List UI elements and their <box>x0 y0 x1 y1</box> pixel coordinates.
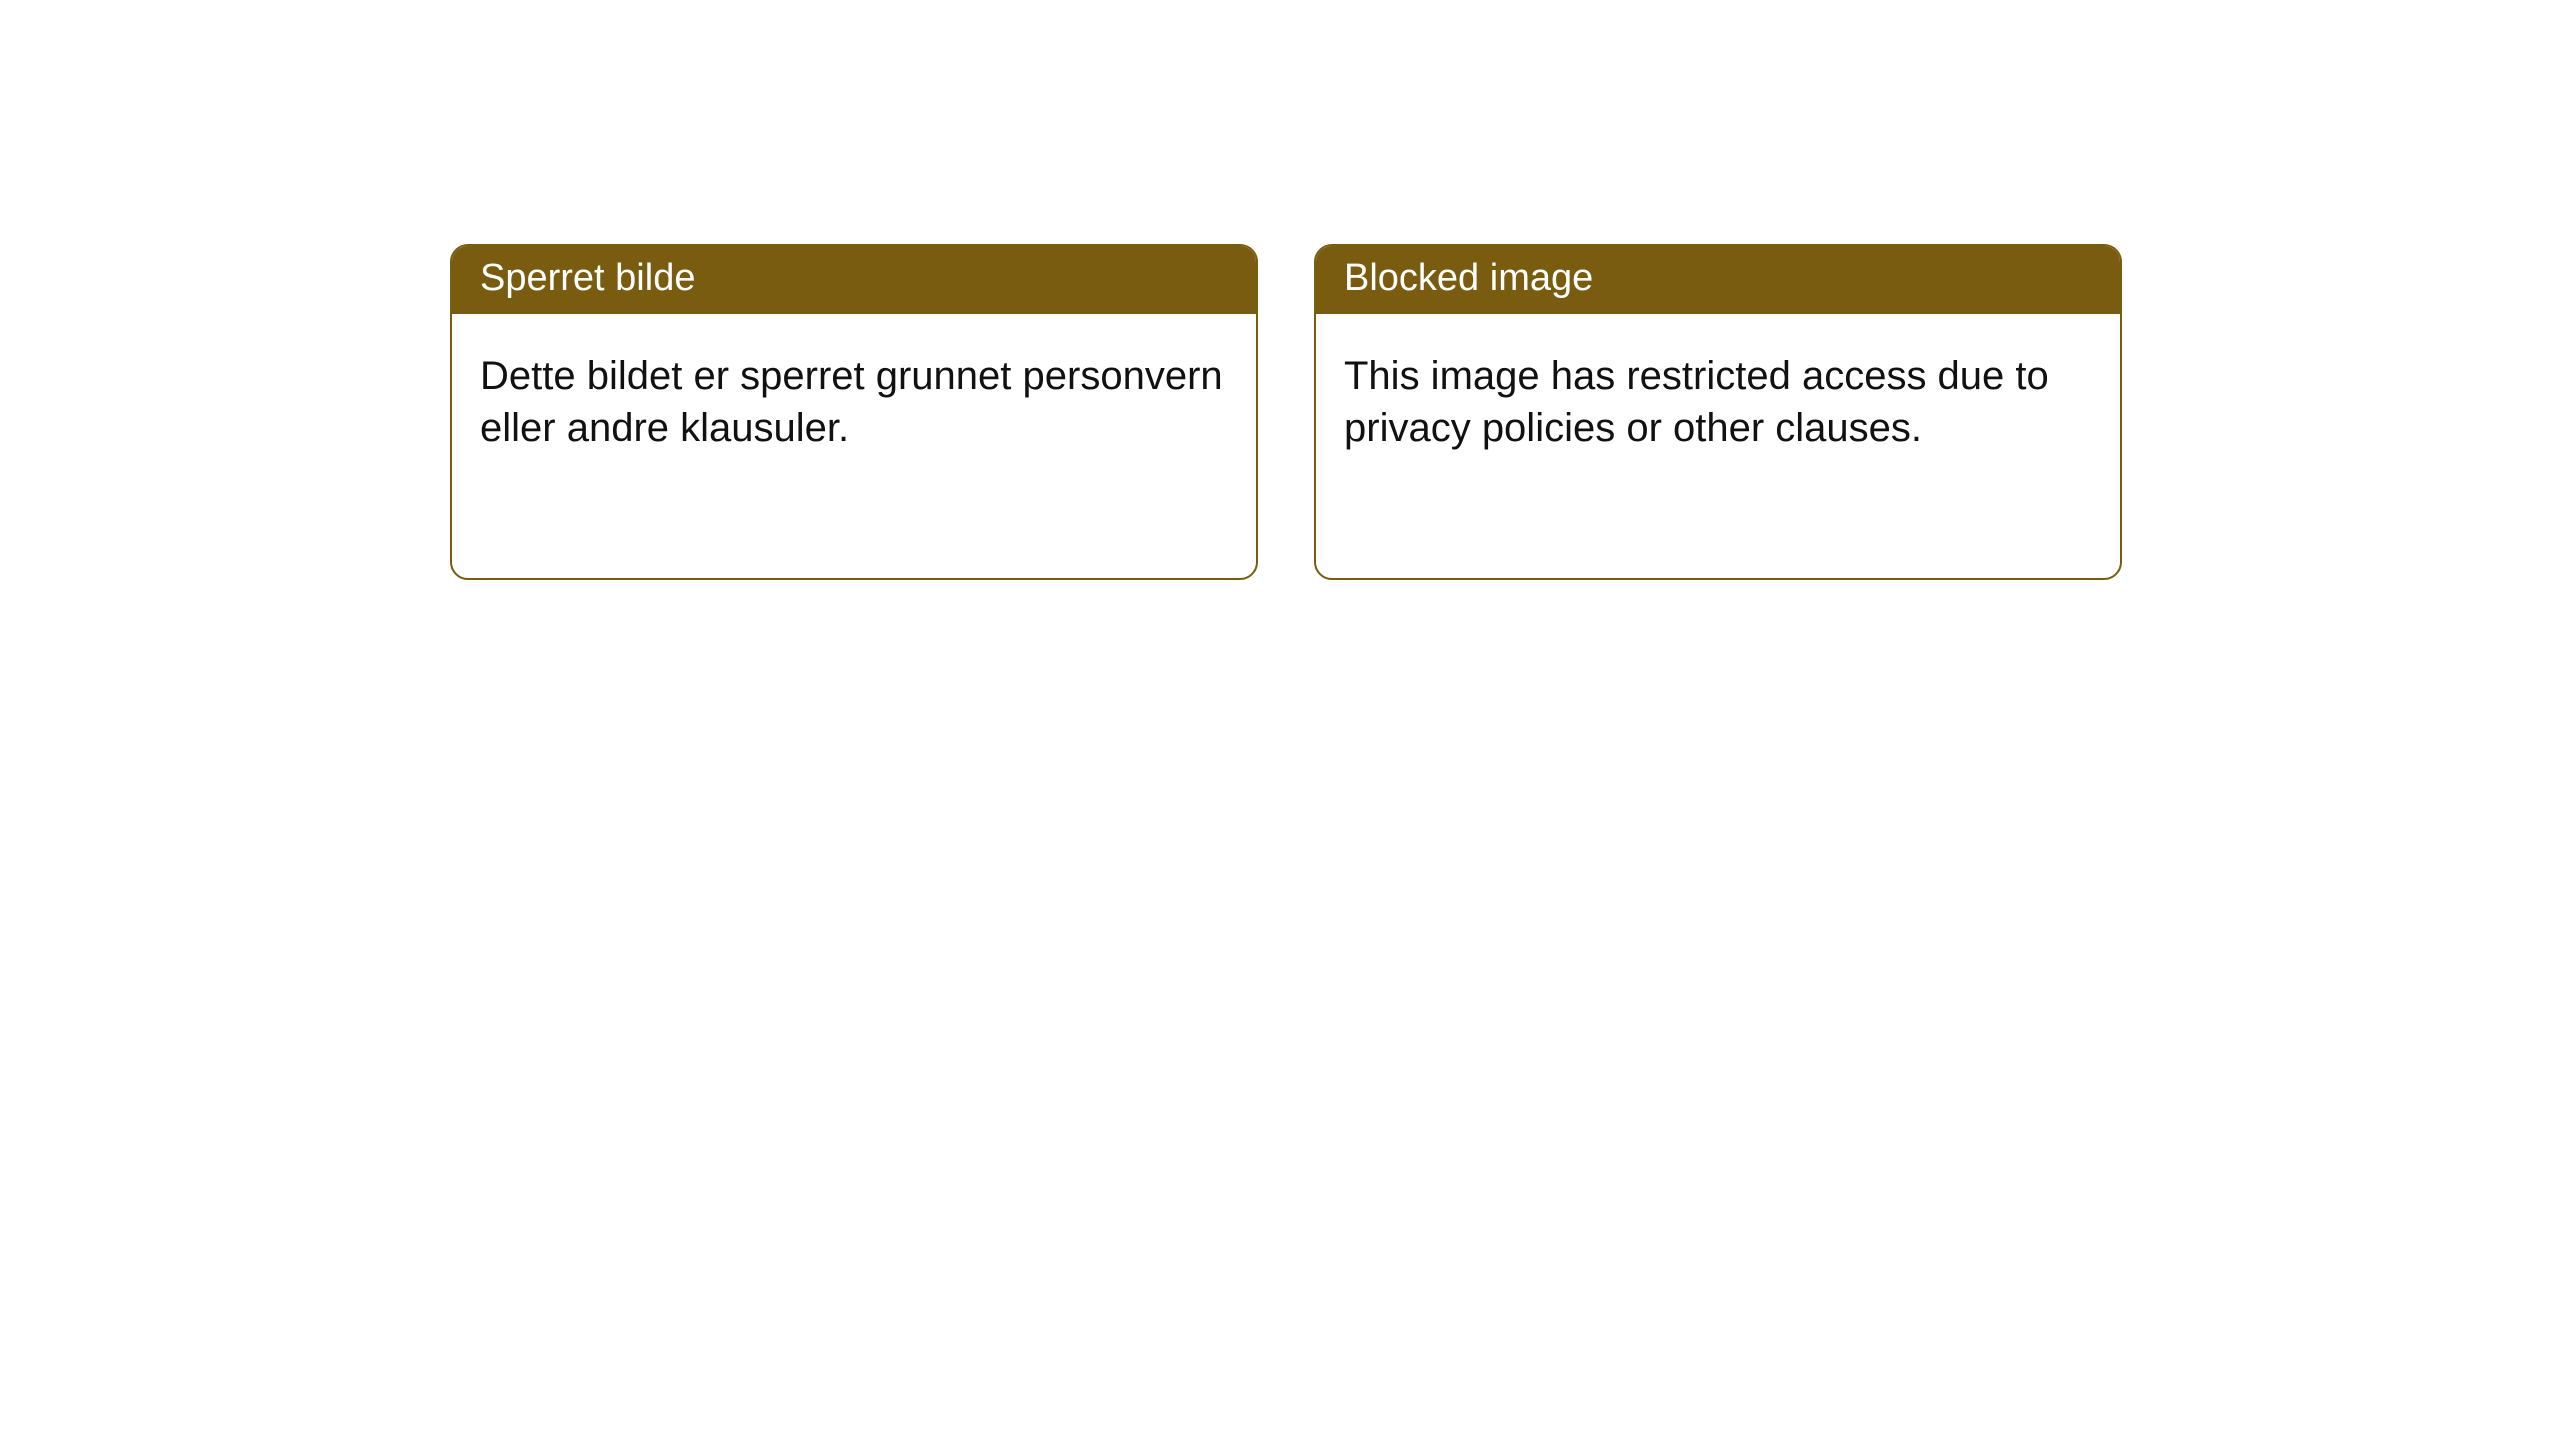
notice-container: Sperret bilde Dette bildet er sperret gr… <box>0 0 2560 580</box>
notice-card-title: Sperret bilde <box>452 246 1256 314</box>
notice-card-title: Blocked image <box>1316 246 2120 314</box>
notice-card-body: This image has restricted access due to … <box>1316 314 2120 490</box>
notice-card-body: Dette bildet er sperret grunnet personve… <box>452 314 1256 490</box>
notice-card-english: Blocked image This image has restricted … <box>1314 244 2122 580</box>
notice-card-norwegian: Sperret bilde Dette bildet er sperret gr… <box>450 244 1258 580</box>
